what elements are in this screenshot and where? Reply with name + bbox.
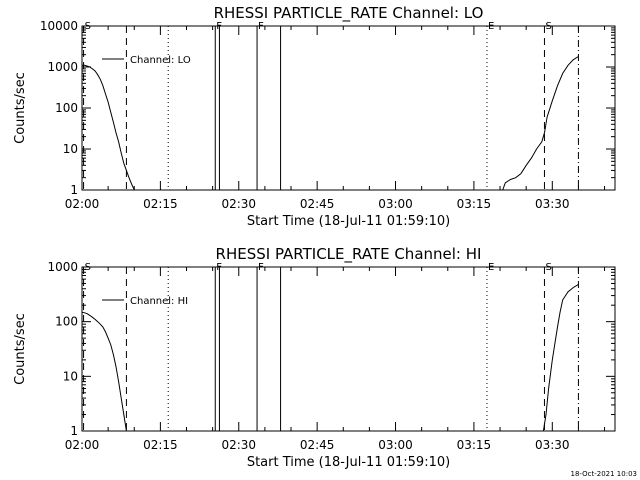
x-tick-label: 03:15	[457, 197, 492, 211]
data-series	[82, 283, 579, 431]
x-tick-label: 02:00	[65, 438, 100, 452]
series-line	[82, 311, 127, 431]
event-marker-label: S	[85, 262, 91, 273]
chart-title: RHESSI PARTICLE_RATE Channel: LO	[214, 4, 484, 23]
legend-label: Channel: LO	[130, 55, 191, 66]
event-marker-label: S	[545, 21, 551, 32]
y-tick-label: 10	[63, 369, 78, 383]
x-axis-label: Start Time (18-Jul-11 01:59:10)	[247, 455, 450, 470]
y-tick-label: 10000	[40, 19, 78, 33]
x-tick-label: 02:15	[143, 197, 178, 211]
chart-title: RHESSI PARTICLE_RATE Channel: HI	[216, 245, 482, 264]
x-tick-label: 02:45	[300, 438, 335, 452]
event-marker-label: E	[488, 21, 494, 32]
x-tick-label: 03:30	[535, 438, 570, 452]
event-marker-label: F	[258, 21, 264, 32]
x-tick-label: 02:15	[143, 438, 178, 452]
y-tick-label: 1000	[47, 60, 78, 74]
event-marker-label: E	[488, 262, 494, 273]
legend-label: Channel: HI	[130, 296, 188, 307]
y-axis-label: Counts/sec	[13, 313, 28, 385]
y-tick-label: 1	[70, 183, 78, 197]
y-tick-label: 10	[63, 142, 78, 156]
x-tick-label: 03:15	[457, 438, 492, 452]
x-tick-label: 02:30	[221, 197, 256, 211]
event-marker-label: F	[258, 262, 264, 273]
series-line	[502, 56, 579, 190]
y-tick-label: 1	[70, 424, 78, 438]
x-tick-label: 02:00	[65, 197, 100, 211]
x-axis-label: Start Time (18-Jul-11 01:59:10)	[247, 214, 450, 229]
x-tick-label: 03:00	[378, 197, 413, 211]
x-tick-label: 03:00	[378, 438, 413, 452]
y-tick-label: 1000	[47, 260, 78, 274]
footer-timestamp: 18-Oct-2021 10:03	[571, 470, 637, 478]
series-line	[542, 283, 579, 431]
series-line	[82, 64, 135, 190]
event-marker-label: S	[85, 21, 91, 32]
event-marker-label: S	[545, 262, 551, 273]
chart-panel-0: RHESSI PARTICLE_RATE Channel: LOSFFES02:…	[13, 4, 616, 229]
x-tick-label: 02:45	[300, 197, 335, 211]
chart-panel-1: RHESSI PARTICLE_RATE Channel: HISFFES02:…	[13, 245, 616, 470]
x-tick-label: 03:30	[535, 197, 570, 211]
plot-frame	[81, 25, 616, 191]
data-series	[82, 56, 579, 190]
y-tick-label: 100	[55, 315, 78, 329]
plot-frame	[81, 266, 616, 432]
x-tick-label: 02:30	[221, 438, 256, 452]
y-tick-label: 100	[55, 101, 78, 115]
y-axis-label: Counts/sec	[13, 72, 28, 144]
